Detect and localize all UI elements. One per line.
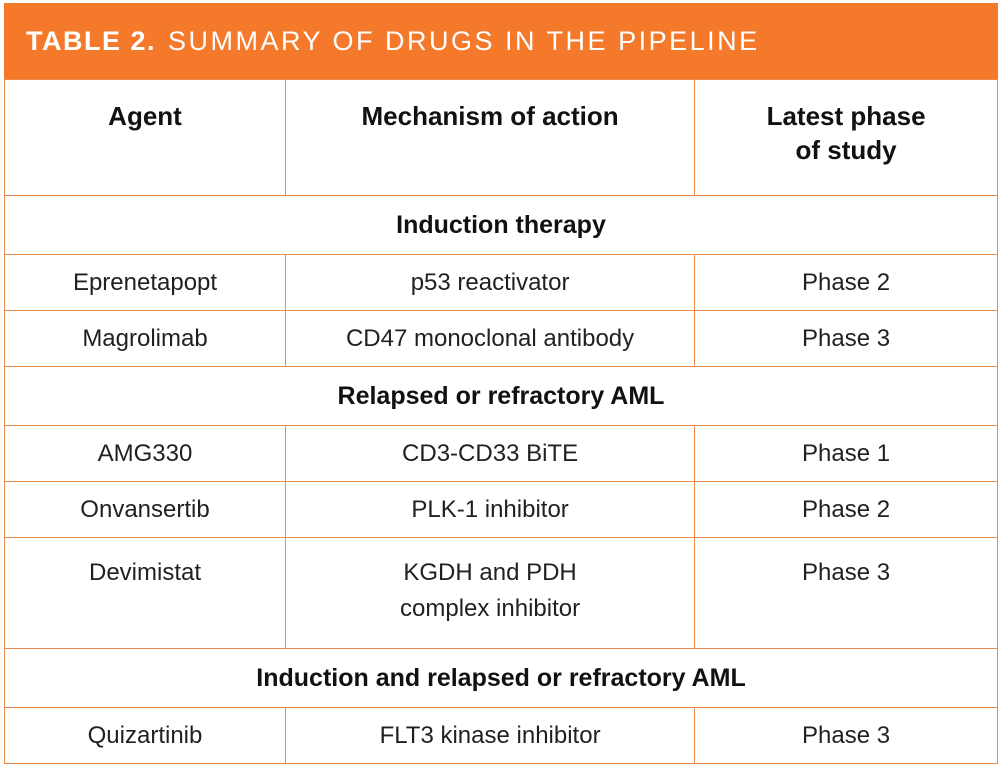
phase-cell: Phase 2 (694, 254, 998, 311)
table-title-band: TABLE 2. SUMMARY OF DRUGS IN THE PIPELIN… (4, 3, 998, 79)
mechanism-cell: KGDH and PDH complex inhibitor (285, 537, 696, 649)
mechanism-cell: FLT3 kinase inhibitor (285, 707, 696, 764)
mechanism-cell: PLK-1 inhibitor (285, 481, 696, 538)
agent-cell: Onvansertib (3, 481, 287, 538)
phase-cell: Phase 3 (694, 310, 998, 367)
mechanism-cell: p53 reactivator (285, 254, 696, 311)
section-header-row: Relapsed or refractory AML (4, 366, 998, 426)
section-header-induction: Induction therapy (4, 195, 998, 255)
section-header-relapsed: Relapsed or refractory AML (4, 366, 998, 426)
table-title-text: SUMMARY OF DRUGS IN THE PIPELINE (168, 25, 760, 56)
table-number-label: TABLE 2. (26, 25, 157, 56)
column-header-phase: Latest phase of study (694, 79, 998, 196)
table-row: Eprenetapopt p53 reactivator Phase 2 (3, 254, 998, 311)
agent-cell: Quizartinib (3, 707, 287, 764)
agent-cell: Magrolimab (3, 310, 287, 367)
column-header-mechanism: Mechanism of action (285, 79, 696, 196)
mechanism-text: KGDH and PDH complex inhibitor (400, 559, 581, 622)
phase-cell: Phase 3 (694, 537, 998, 649)
agent-cell: Devimistat (3, 537, 287, 649)
mechanism-cell: CD47 monoclonal antibody (285, 310, 696, 367)
section-header-row: Induction and relapsed or refractory AML (4, 648, 998, 708)
phase-cell: Phase 2 (694, 481, 998, 538)
mechanism-cell: CD3-CD33 BiTE (285, 425, 696, 482)
drug-pipeline-table: Agent Mechanism of action Latest phase o… (3, 79, 998, 764)
agent-cell: AMG330 (3, 425, 287, 482)
agent-cell: Eprenetapopt (3, 254, 287, 311)
column-header-agent: Agent (3, 79, 287, 196)
phase-cell: Phase 1 (694, 425, 998, 482)
table-row: Onvansertib PLK-1 inhibitor Phase 2 (3, 481, 998, 538)
section-header-row: Induction therapy (4, 195, 998, 255)
column-header-phase-label: Latest phase of study (766, 101, 926, 165)
table-row: Devimistat KGDH and PDH complex inhibito… (3, 537, 998, 649)
phase-cell: Phase 3 (694, 707, 998, 764)
table-row: Quizartinib FLT3 kinase inhibitor Phase … (3, 707, 998, 764)
column-header-row: Agent Mechanism of action Latest phase o… (3, 79, 998, 196)
table-row: Magrolimab CD47 monoclonal antibody Phas… (3, 310, 998, 367)
table-row: AMG330 CD3-CD33 BiTE Phase 1 (3, 425, 998, 482)
table-figure: TABLE 2. SUMMARY OF DRUGS IN THE PIPELIN… (3, 3, 998, 764)
section-header-induction-relapsed: Induction and relapsed or refractory AML (4, 648, 998, 708)
